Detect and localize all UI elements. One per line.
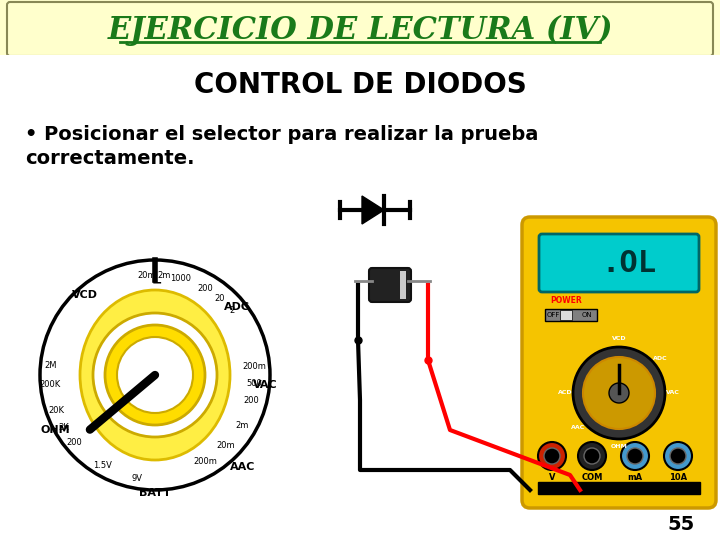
Ellipse shape xyxy=(80,290,230,460)
Circle shape xyxy=(93,313,217,437)
Text: 10A: 10A xyxy=(669,474,687,483)
Circle shape xyxy=(105,325,205,425)
Text: EJERCICIO DE LECTURA (IV): EJERCICIO DE LECTURA (IV) xyxy=(107,15,613,45)
Text: ACD: ACD xyxy=(558,390,572,395)
Text: 1.5V: 1.5V xyxy=(93,462,112,470)
Text: 9V: 9V xyxy=(131,474,143,483)
Text: 200m: 200m xyxy=(193,457,217,466)
Text: VCD: VCD xyxy=(612,336,626,341)
Text: 55: 55 xyxy=(667,516,695,535)
Text: 2M: 2M xyxy=(44,361,57,370)
Text: ADC: ADC xyxy=(224,302,250,312)
Circle shape xyxy=(538,442,566,470)
Bar xyxy=(400,271,406,299)
Circle shape xyxy=(544,448,560,464)
Bar xyxy=(545,309,597,321)
Circle shape xyxy=(573,347,665,439)
Circle shape xyxy=(117,337,193,413)
Text: OHM: OHM xyxy=(40,425,70,435)
Text: CONTROL DE DIODOS: CONTROL DE DIODOS xyxy=(194,71,526,99)
Text: ON: ON xyxy=(582,312,593,318)
Text: OHM: OHM xyxy=(611,444,627,449)
Text: V: V xyxy=(549,474,555,483)
Text: AAC: AAC xyxy=(570,425,585,430)
Text: 20m: 20m xyxy=(217,441,235,450)
Text: VAC: VAC xyxy=(666,390,680,395)
Text: 2K: 2K xyxy=(59,423,69,432)
Text: 20K: 20K xyxy=(48,407,64,415)
Text: 20m: 20m xyxy=(137,271,156,280)
Text: 200m: 200m xyxy=(243,362,266,371)
Bar xyxy=(538,482,700,494)
Text: 1000: 1000 xyxy=(171,274,192,283)
FancyBboxPatch shape xyxy=(369,268,411,302)
Text: VCD: VCD xyxy=(72,290,98,300)
Text: 2m: 2m xyxy=(157,271,171,280)
Circle shape xyxy=(609,383,629,403)
Text: 500: 500 xyxy=(247,379,263,388)
Text: ADC: ADC xyxy=(653,356,667,361)
FancyBboxPatch shape xyxy=(522,217,716,508)
Circle shape xyxy=(670,448,686,464)
Text: • Posicionar el selector para realizar la prueba: • Posicionar el selector para realizar l… xyxy=(25,125,539,145)
Bar xyxy=(0,55,720,540)
Polygon shape xyxy=(362,196,384,224)
Circle shape xyxy=(664,442,692,470)
Text: VAC: VAC xyxy=(253,380,277,390)
FancyBboxPatch shape xyxy=(7,2,713,56)
Text: −: − xyxy=(152,276,162,289)
Text: COM: COM xyxy=(581,474,603,483)
Text: 2: 2 xyxy=(229,306,234,315)
Text: 200K: 200K xyxy=(40,380,61,389)
Text: 2m: 2m xyxy=(235,421,248,429)
Circle shape xyxy=(627,448,643,464)
Text: OFF: OFF xyxy=(547,312,560,318)
Text: mA: mA xyxy=(627,474,642,483)
Circle shape xyxy=(621,442,649,470)
Text: AAC: AAC xyxy=(230,462,256,472)
Text: 200: 200 xyxy=(243,396,259,406)
FancyBboxPatch shape xyxy=(539,234,699,292)
Text: POWER: POWER xyxy=(550,296,582,305)
Text: 200: 200 xyxy=(67,438,83,447)
Text: 200: 200 xyxy=(197,284,213,293)
Text: correctamente.: correctamente. xyxy=(25,148,194,167)
Circle shape xyxy=(40,260,270,490)
Text: BATT: BATT xyxy=(139,488,171,498)
Circle shape xyxy=(584,448,600,464)
Circle shape xyxy=(583,357,655,429)
Bar xyxy=(560,310,572,320)
Text: 20: 20 xyxy=(214,294,225,303)
Text: .OL: .OL xyxy=(601,248,657,278)
Circle shape xyxy=(578,442,606,470)
